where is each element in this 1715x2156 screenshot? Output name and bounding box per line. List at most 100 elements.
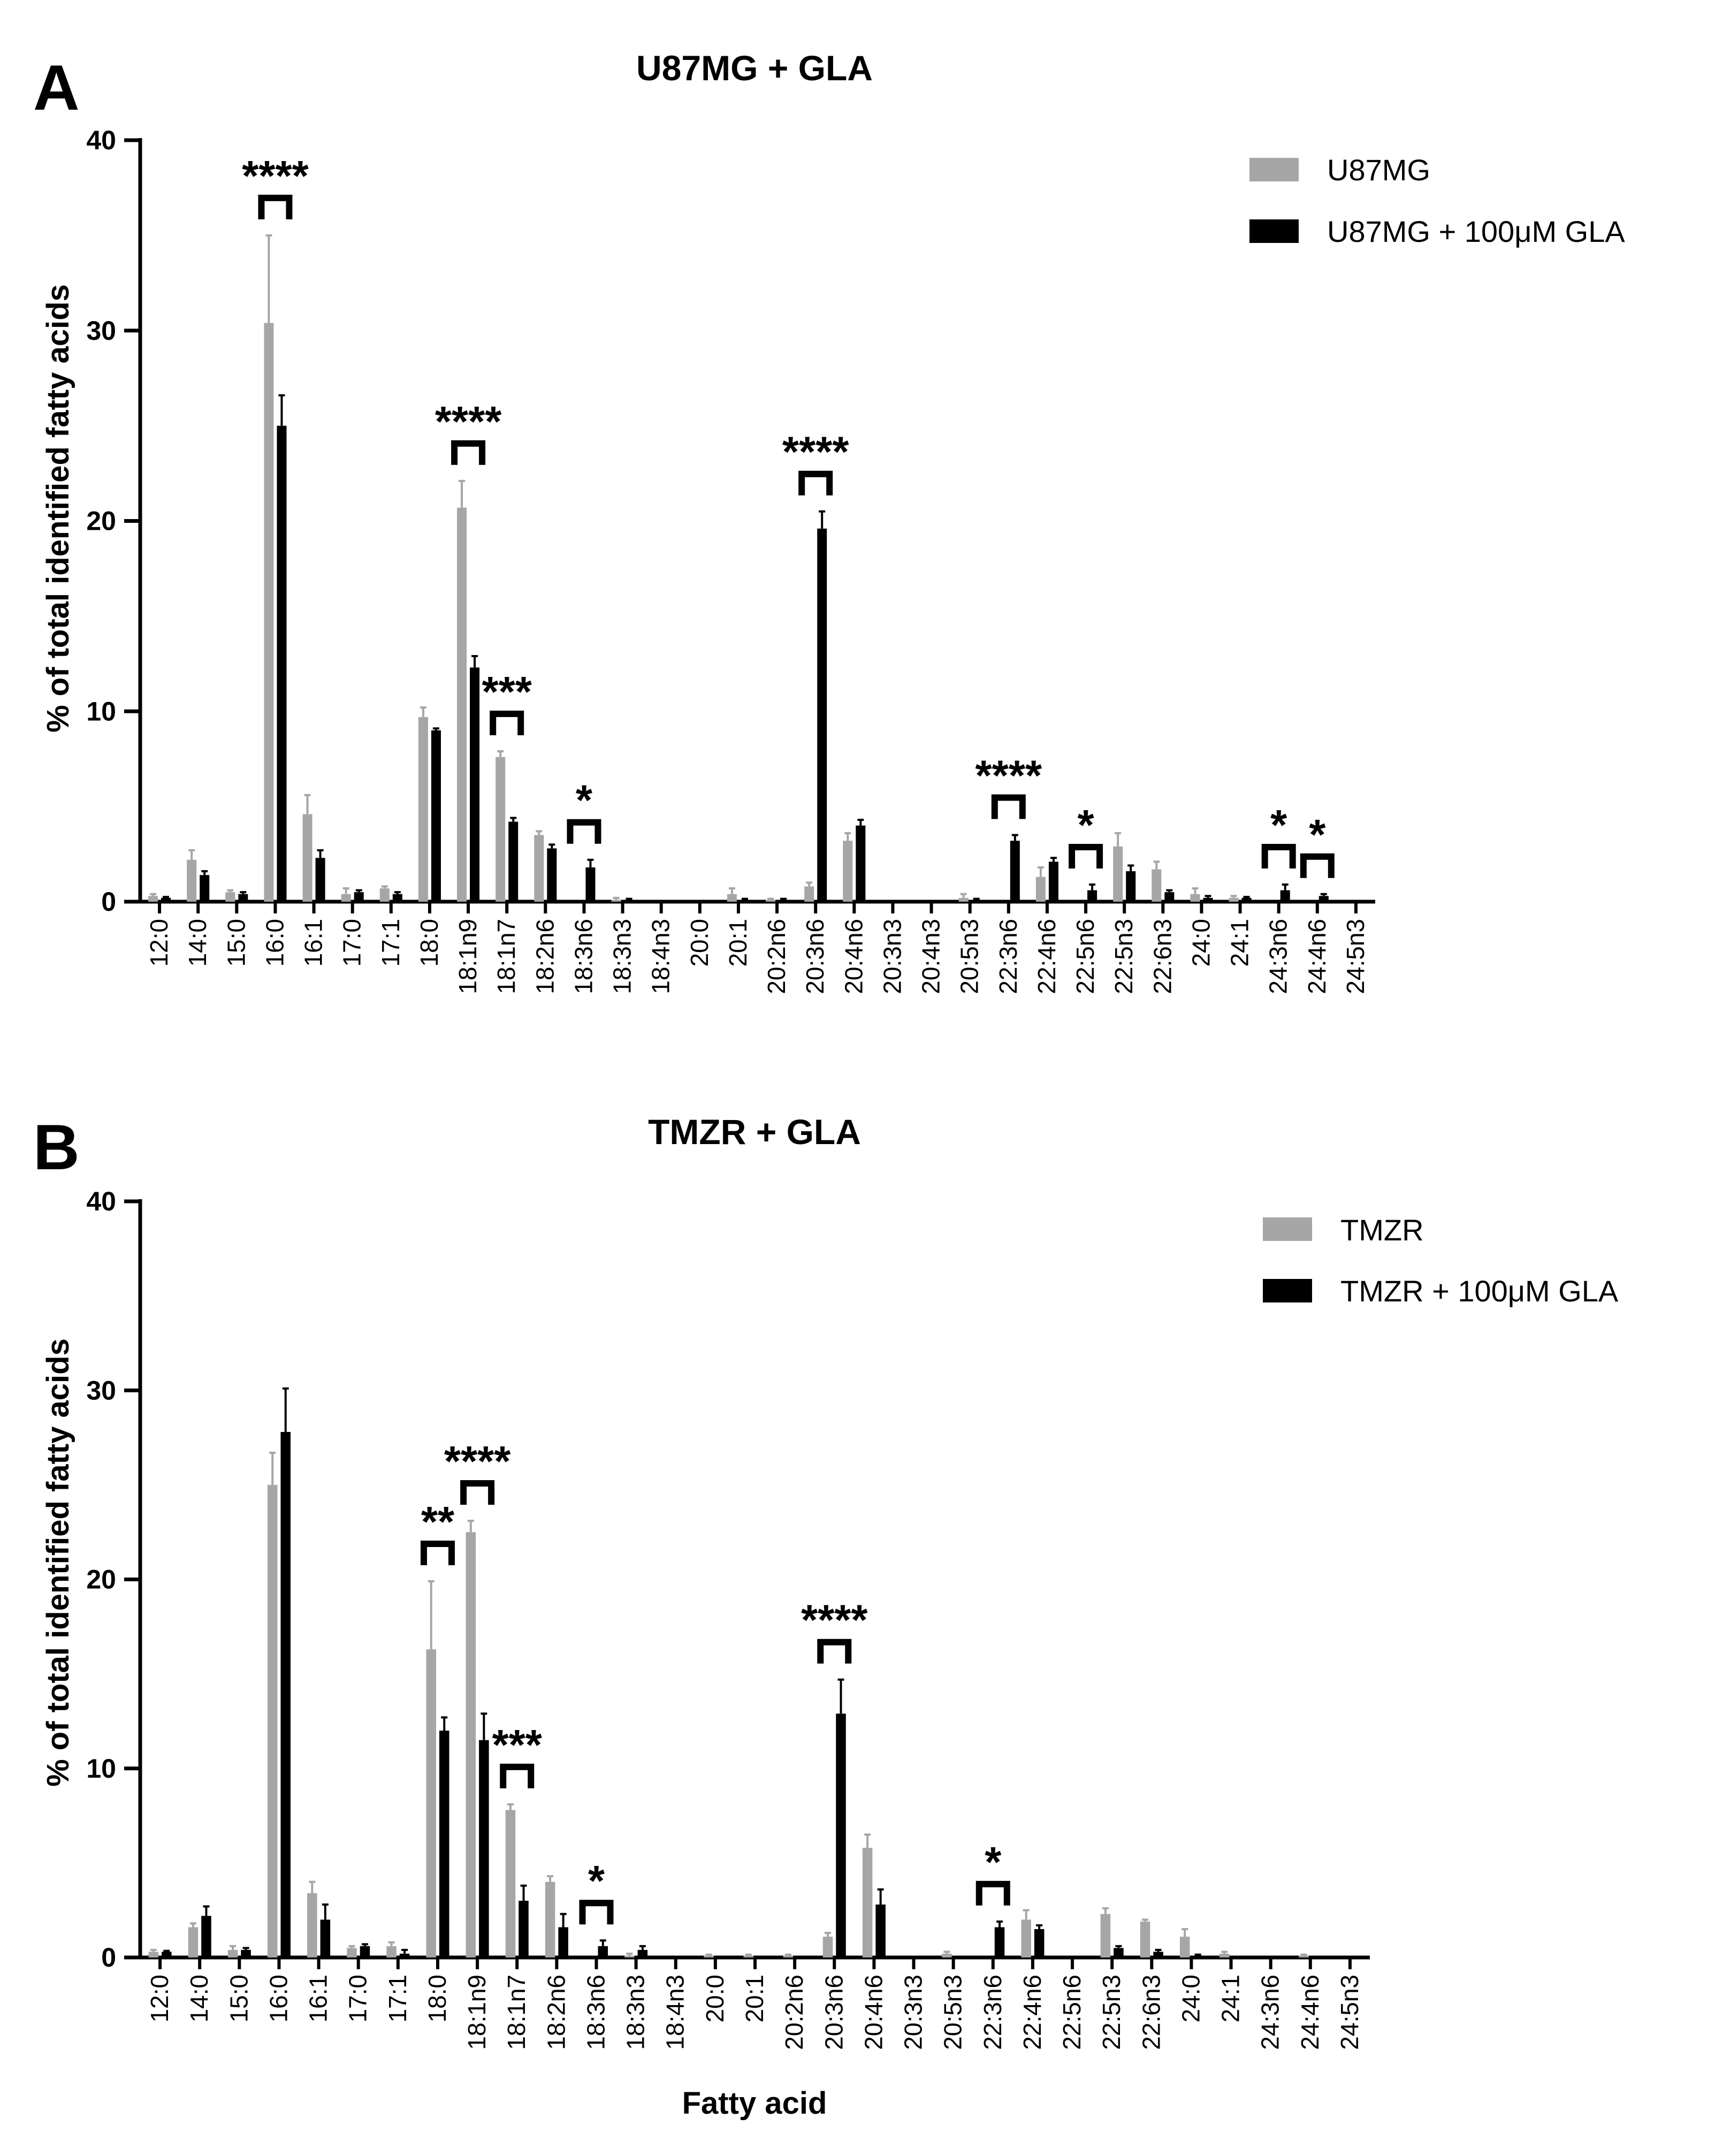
y-tick-label: 10 <box>86 1754 116 1784</box>
bar-control <box>187 859 197 902</box>
bar-control <box>1229 897 1239 902</box>
panel-a-y-axis-label: % of total identified fatty acids <box>41 284 75 733</box>
bar-control <box>1113 846 1123 902</box>
panel-b-x-axis-label: Fatty acid <box>682 2086 827 2121</box>
bar-control <box>418 717 428 902</box>
bar-treated <box>1318 896 1329 902</box>
bar-treated <box>547 848 557 902</box>
significance-bracket <box>258 194 293 219</box>
y-tick-label: 30 <box>86 316 116 346</box>
x-tick-label: 22:5n6 <box>1071 919 1099 994</box>
y-tick-label: 10 <box>86 696 116 726</box>
significance-bracket <box>817 1639 852 1664</box>
panel-a-letter: A <box>33 52 80 124</box>
significance-label: **** <box>782 428 849 476</box>
bar-treated <box>856 825 866 902</box>
bar-control <box>264 323 274 902</box>
bar-treated <box>779 900 789 902</box>
x-tick-label: 20:4n3 <box>917 919 945 994</box>
x-tick-label: 22:6n3 <box>1148 919 1176 994</box>
x-tick-label: 18:1n7 <box>492 919 520 994</box>
x-tick-label: 17:1 <box>384 1975 411 2023</box>
bar-control <box>783 1955 794 1957</box>
bar-control <box>267 1484 278 1957</box>
bar-control <box>942 1953 952 1957</box>
x-tick-label: 22:3n6 <box>979 1975 1007 2050</box>
legend-label-u87mg-gla: U87MG + 100μM GLA <box>1327 215 1625 248</box>
panel-a-legend: U87MG U87MG + 100μM GLA <box>1249 153 1625 248</box>
bar-treated <box>201 1916 211 1957</box>
bar-treated <box>558 1927 568 1957</box>
y-tick-label: 0 <box>101 1942 116 1972</box>
significance-label: * <box>1270 801 1287 849</box>
bar-treated <box>1048 862 1058 902</box>
significance-label: **** <box>975 751 1042 799</box>
panel-b-letter: B <box>33 1111 80 1183</box>
x-tick-label: 24:3n6 <box>1256 1975 1284 2050</box>
x-tick-label: 16:0 <box>264 1975 292 2023</box>
significance-bracket <box>420 1541 455 1566</box>
y-tick-label: 30 <box>86 1375 116 1405</box>
x-tick-label: 20:3n3 <box>900 1975 927 2050</box>
significance-label: *** <box>492 1721 543 1769</box>
bar-control <box>534 835 544 902</box>
significance-label: * <box>1077 801 1094 849</box>
significance-label: * <box>588 1857 605 1904</box>
x-tick-label: 24:0 <box>1177 1975 1205 2023</box>
bar-treated <box>508 821 519 902</box>
x-tick-label: 24:4n6 <box>1296 1975 1324 2050</box>
x-tick-label: 18:3n6 <box>582 1975 609 2050</box>
x-tick-label: 12:0 <box>145 919 173 967</box>
legend-swatch-tmzr-gla <box>1263 1279 1312 1302</box>
bar-treated <box>354 892 364 902</box>
bar-control <box>843 841 853 902</box>
bar-treated <box>399 1953 410 1957</box>
x-tick-label: 20:5n3 <box>939 1975 967 2050</box>
x-tick-label: 18:3n3 <box>622 1975 650 2050</box>
significance-bracket <box>991 794 1026 819</box>
panel-a-plot: 0 10 20 30 40 12:0 14:0 15:0 16:0 16:1 17:0 17:1 18:… <box>86 125 1375 994</box>
x-tick-label: 17:0 <box>344 1975 372 2023</box>
x-tick-label: 24:1 <box>1217 1975 1245 2023</box>
x-tick-label: 12:0 <box>146 1975 173 2023</box>
bar-treated <box>740 900 750 902</box>
bar-treated <box>1034 1929 1045 1957</box>
x-tick-label: 17:1 <box>377 919 405 967</box>
x-tick-label: 16:0 <box>261 919 288 967</box>
panel-b: B TMZR + GLA % of total identified fatty… <box>33 1111 1619 2121</box>
bar-control <box>386 1946 397 1957</box>
x-tick-label: 20:3n6 <box>801 919 829 994</box>
bar-treated <box>1126 871 1136 902</box>
x-tick-label: 24:5n3 <box>1336 1975 1363 2050</box>
bar-treated <box>1203 897 1213 902</box>
bar-treated <box>598 1946 608 1957</box>
significance-bracket <box>579 1900 614 1925</box>
significance-label: *** <box>482 668 532 715</box>
x-tick-label: 22:3n6 <box>994 919 1022 994</box>
bar-control <box>1219 1953 1230 1957</box>
y-tick-label: 20 <box>86 1565 116 1595</box>
bar-treated <box>519 1901 529 1957</box>
bar-control <box>496 757 506 902</box>
x-tick-label: 24:5n3 <box>1341 919 1369 994</box>
bar-control <box>1021 1919 1031 1957</box>
panel-a-title: U87MG + GLA <box>636 48 873 88</box>
significance-label: **** <box>435 398 502 445</box>
x-tick-label: 14:0 <box>184 919 211 967</box>
bar-control <box>822 1937 833 1957</box>
bar-control <box>545 1881 555 1957</box>
x-tick-label: 16:1 <box>304 1975 332 2023</box>
bar-treated <box>585 867 596 902</box>
bar-treated <box>320 1919 331 1957</box>
x-tick-label: 20:0 <box>685 919 713 967</box>
legend-label-tmzr: TMZR <box>1340 1213 1424 1247</box>
x-tick-label: 20:4n6 <box>859 1975 887 2050</box>
bar-control <box>148 1952 159 1957</box>
bar-treated <box>1153 1952 1163 1957</box>
legend-label-tmzr-gla: TMZR + 100μM GLA <box>1340 1274 1619 1308</box>
bar-treated <box>1164 892 1175 902</box>
bar-control <box>1140 1921 1150 1957</box>
significance-label: ** <box>421 1498 455 1545</box>
significance-bracket <box>460 1480 495 1505</box>
